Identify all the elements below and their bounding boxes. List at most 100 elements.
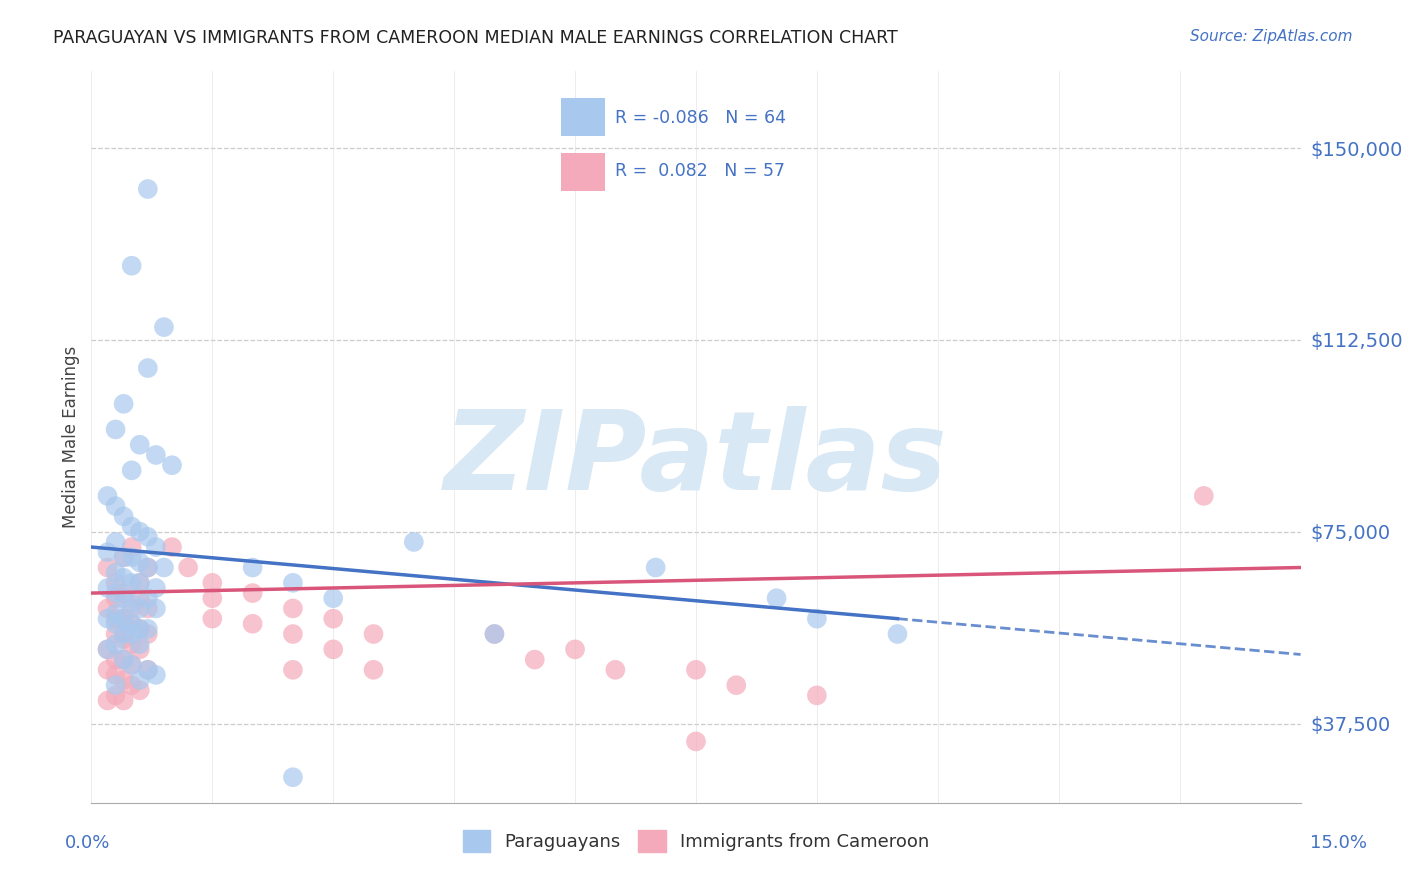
Point bbox=[112, 509, 135, 524]
Point bbox=[136, 591, 159, 606]
Point bbox=[402, 535, 425, 549]
Point bbox=[806, 689, 828, 703]
Point bbox=[644, 560, 666, 574]
Point bbox=[121, 601, 143, 615]
Point bbox=[128, 642, 150, 657]
Point bbox=[136, 663, 159, 677]
Point bbox=[112, 612, 135, 626]
Point bbox=[121, 657, 143, 672]
Point bbox=[322, 612, 344, 626]
Point bbox=[145, 448, 167, 462]
Point bbox=[281, 575, 304, 590]
Point bbox=[242, 560, 264, 574]
Point bbox=[112, 571, 135, 585]
Point bbox=[886, 627, 908, 641]
Point bbox=[484, 627, 506, 641]
Point bbox=[112, 652, 135, 666]
Legend: Paraguayans, Immigrants from Cameroon: Paraguayans, Immigrants from Cameroon bbox=[456, 823, 936, 860]
Point bbox=[104, 678, 127, 692]
Point bbox=[96, 612, 118, 626]
Point bbox=[96, 581, 118, 595]
Point bbox=[242, 586, 264, 600]
Text: 0.0%: 0.0% bbox=[65, 834, 110, 852]
Point bbox=[145, 601, 167, 615]
Point bbox=[564, 642, 586, 657]
Point bbox=[363, 627, 385, 641]
Point bbox=[121, 596, 143, 610]
Point bbox=[104, 575, 127, 590]
Point bbox=[96, 489, 118, 503]
Point bbox=[112, 586, 135, 600]
Point bbox=[177, 560, 200, 574]
Text: 15.0%: 15.0% bbox=[1310, 834, 1367, 852]
Point bbox=[104, 499, 127, 513]
Point bbox=[363, 663, 385, 677]
Point bbox=[725, 678, 748, 692]
Point bbox=[153, 560, 176, 574]
Point bbox=[605, 663, 627, 677]
Point bbox=[121, 259, 143, 273]
Point bbox=[104, 607, 127, 621]
Point bbox=[128, 622, 150, 636]
Point bbox=[484, 627, 506, 641]
Point bbox=[128, 555, 150, 569]
Text: Source: ZipAtlas.com: Source: ZipAtlas.com bbox=[1189, 29, 1353, 44]
Point bbox=[145, 668, 167, 682]
Point bbox=[96, 642, 118, 657]
Point bbox=[104, 668, 127, 682]
Point bbox=[128, 524, 150, 539]
Point bbox=[136, 560, 159, 574]
Point bbox=[96, 545, 118, 559]
Point bbox=[153, 320, 176, 334]
Point bbox=[112, 693, 135, 707]
Point bbox=[685, 734, 707, 748]
Point bbox=[121, 678, 143, 692]
Point bbox=[104, 689, 127, 703]
Point bbox=[112, 673, 135, 687]
Point bbox=[112, 652, 135, 666]
Point bbox=[281, 601, 304, 615]
Point bbox=[128, 683, 150, 698]
Point bbox=[128, 575, 150, 590]
Point bbox=[112, 550, 135, 565]
Point bbox=[136, 627, 159, 641]
Point bbox=[136, 601, 159, 615]
Point bbox=[160, 540, 183, 554]
Point bbox=[128, 673, 150, 687]
Point bbox=[281, 627, 304, 641]
Point bbox=[96, 642, 118, 657]
Point bbox=[128, 575, 150, 590]
Point bbox=[121, 616, 143, 631]
Point bbox=[121, 550, 143, 565]
Point bbox=[128, 601, 150, 615]
Point bbox=[121, 519, 143, 533]
Point bbox=[242, 616, 264, 631]
Point bbox=[121, 616, 143, 631]
Point bbox=[104, 586, 127, 600]
Point bbox=[104, 612, 127, 626]
Point bbox=[104, 627, 127, 641]
Point bbox=[136, 361, 159, 376]
Point bbox=[765, 591, 787, 606]
Point bbox=[281, 770, 304, 784]
Point bbox=[136, 560, 159, 574]
Point bbox=[685, 663, 707, 677]
Point bbox=[104, 637, 127, 651]
Point bbox=[136, 663, 159, 677]
Point bbox=[104, 566, 127, 580]
Point bbox=[112, 591, 135, 606]
Point bbox=[104, 422, 127, 436]
Point bbox=[96, 693, 118, 707]
Point bbox=[121, 575, 143, 590]
Point bbox=[128, 622, 150, 636]
Y-axis label: Median Male Earnings: Median Male Earnings bbox=[62, 346, 80, 528]
Text: PARAGUAYAN VS IMMIGRANTS FROM CAMEROON MEDIAN MALE EARNINGS CORRELATION CHART: PARAGUAYAN VS IMMIGRANTS FROM CAMEROON M… bbox=[53, 29, 898, 46]
Point bbox=[1192, 489, 1215, 503]
Point bbox=[201, 591, 224, 606]
Point bbox=[322, 642, 344, 657]
Point bbox=[104, 535, 127, 549]
Point bbox=[112, 397, 135, 411]
Point bbox=[128, 438, 150, 452]
Point bbox=[145, 581, 167, 595]
Point bbox=[136, 622, 159, 636]
